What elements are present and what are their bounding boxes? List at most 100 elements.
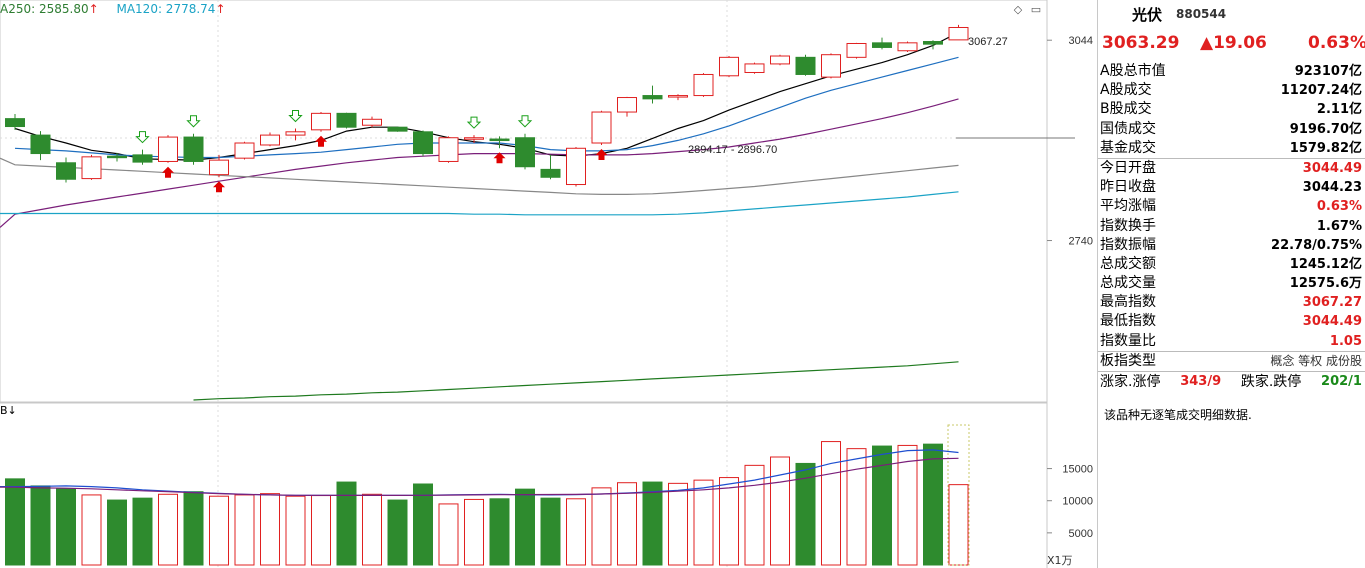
volume-tick-label: 5000 — [1069, 528, 1093, 540]
candle — [81, 154, 102, 180]
type-label: 板指类型 — [1100, 352, 1156, 369]
volume-bar — [438, 503, 459, 566]
chart-toolbar: ◇ ▭ — [1012, 3, 1048, 16]
candle — [464, 135, 484, 144]
stat-label: 平均涨幅 — [1100, 198, 1156, 215]
volume-bar — [591, 487, 612, 566]
stat-row: B股成交 2.11亿 — [1098, 100, 1365, 119]
candle — [744, 62, 765, 74]
candle-body — [489, 138, 510, 142]
candle-body — [719, 56, 739, 77]
stat-label: B股成交 — [1100, 101, 1152, 118]
buy-signal-marker — [213, 181, 225, 193]
volume-bar — [107, 499, 127, 566]
candle-body — [438, 137, 459, 162]
advance-label: 涨家.涨停 — [1100, 374, 1161, 390]
sell-signal-marker — [466, 116, 482, 129]
candle — [770, 54, 790, 66]
ma-line-ma60 — [0, 157, 959, 195]
volume-bar — [566, 498, 586, 566]
candle-body — [923, 41, 943, 45]
stat-value: 1245.12亿 — [1289, 256, 1362, 272]
candle-body — [540, 168, 561, 178]
volume-bar — [897, 444, 918, 566]
annotations: 3067.27 2894.17 - 2896.70 — [688, 36, 1008, 156]
volume-bar — [311, 495, 331, 566]
candles — [5, 24, 969, 187]
candle-body — [56, 162, 76, 180]
stat-label: 指数振幅 — [1100, 236, 1156, 253]
sector-code: 880544 — [1176, 7, 1227, 21]
stat-row: 最高指数 3067.27 — [1098, 293, 1365, 312]
candle — [693, 73, 714, 97]
stat-label: 总成交量 — [1100, 275, 1156, 292]
range-annotation: 2894.17 - 2896.70 — [688, 144, 777, 156]
ma-line-ma5 — [14, 31, 959, 161]
kline-chart[interactable]: 3044 2740 15000 10000 5000 3067.27 2894.17 -… — [0, 0, 1097, 568]
stat-row: 昨日收盘 3044.23 — [1098, 178, 1365, 197]
tick-data-note: 该品种无逐笔成交明细数据. — [1104, 408, 1252, 422]
window-icon[interactable]: ▭ — [1030, 3, 1042, 16]
candle — [719, 56, 739, 78]
volume-ma-lines — [0, 449, 959, 497]
candle — [668, 94, 688, 101]
stat-row: 最低指数 3044.49 — [1098, 312, 1365, 331]
candle-body — [897, 42, 918, 52]
candle-body — [183, 136, 204, 162]
stat-row: 平均涨幅 0.63% — [1098, 197, 1365, 216]
advance-value: 343/9 — [1180, 374, 1222, 389]
ma-line-ma20 — [0, 98, 959, 228]
candle — [56, 157, 76, 183]
stat-row: 指数换手 1.67% — [1098, 217, 1365, 236]
candle — [336, 112, 357, 129]
candle-body — [132, 154, 153, 163]
stat-rows: A股总市值 923107亿 A股成交 11207.24亿 B股成交 2.11亿 国债成交 91… — [1098, 62, 1365, 392]
sell-signal-marker — [135, 131, 150, 144]
candle-body — [30, 134, 51, 155]
candle — [183, 133, 204, 165]
candle — [260, 132, 280, 147]
candle — [591, 110, 612, 145]
volume-bar — [260, 493, 280, 566]
volume-bar — [30, 485, 51, 566]
candle-body — [81, 156, 102, 180]
ma-legend: A250: 2585.80↑ MA120: 2778.74↑ — [0, 2, 226, 16]
candle-body — [642, 95, 663, 100]
stat-row: A股成交 11207.24亿 — [1098, 81, 1365, 100]
stat-label: 今日开盘 — [1100, 159, 1156, 176]
candle — [234, 141, 255, 160]
stat-row: 基金成交 1579.82亿 — [1098, 139, 1365, 158]
candle-body — [821, 54, 841, 78]
type-row: 板指类型 概念 等权 成份股 — [1098, 350, 1365, 371]
volume-bar — [5, 478, 25, 566]
volume-bar — [923, 443, 943, 566]
stat-value: 3044.49 — [1302, 160, 1362, 176]
candle — [948, 24, 969, 41]
volume-bar — [744, 464, 765, 566]
candle-body — [5, 118, 25, 128]
stat-row: 指数量比 1.05 — [1098, 332, 1365, 351]
diamond-icon[interactable]: ◇ — [1013, 3, 1023, 16]
candle-body — [515, 137, 535, 168]
candle-body — [617, 97, 637, 113]
stat-value: 9196.70亿 — [1289, 121, 1362, 137]
buy-signal-marker — [595, 148, 608, 160]
stat-row: 今日开盘 3044.49 — [1098, 157, 1365, 178]
candle — [387, 126, 408, 132]
type-links[interactable]: 概念 等权 成份股 — [1270, 353, 1362, 368]
volume-bar — [132, 497, 153, 566]
candle-body — [311, 112, 331, 131]
price-change: ▲19.06 — [1200, 33, 1267, 53]
ma-line-ma250 — [193, 361, 959, 401]
stat-row: 总成交额 1245.12亿 — [1098, 255, 1365, 274]
stat-value: 923107亿 — [1294, 64, 1362, 79]
signal-markers — [135, 110, 608, 193]
candle — [897, 41, 918, 53]
candle-body — [234, 142, 255, 159]
stat-value: 2.11亿 — [1316, 102, 1362, 118]
candle-body — [744, 63, 765, 73]
ma-line-ma120 — [0, 191, 959, 216]
price-change-pct: 0.63% — [1308, 33, 1365, 53]
volume-bar — [81, 494, 102, 566]
candle-body — [209, 159, 229, 176]
